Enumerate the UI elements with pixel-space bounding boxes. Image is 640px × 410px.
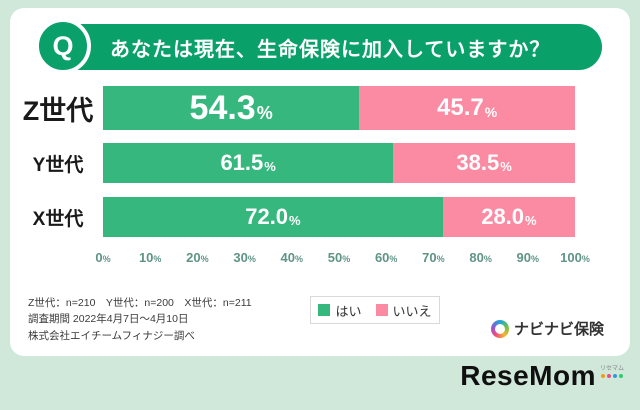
bar-segment-yes: 54.3% [103,86,360,130]
resemom-dots-icon [600,374,623,378]
bar-row-2: Y世代 61.5% 38.5% [20,143,575,183]
axis-tick: 50% [327,250,351,265]
resemom-logo-sub: リセマム [600,363,624,378]
legend-item-no: いいえ [375,301,432,320]
category-label: X世代 [32,208,84,230]
category-label: Y世代 [32,154,84,176]
footnote-source: 株式会社エイチームフィナジー調べ [28,329,195,342]
navinavi-logo: ナビナビ保険 [490,318,604,339]
survey-footnotes: Z世代：n=210 Y世代：n=200 X世代：n=211 調査期間 2022年… [28,295,252,344]
bar-row-1: Z世代 54.3% 45.7% [20,86,575,130]
axis-tick: 90% [516,250,540,265]
bar-segment-no: 38.5% [393,143,575,183]
legend-swatch-no [375,304,388,316]
bar-segment-no: 28.0% [442,197,575,237]
bar-track: 54.3% 45.7% [103,86,575,130]
category-label: Z世代 [22,95,94,126]
legend-item-yes: はい [318,301,362,320]
navinavi-ring-icon [490,319,509,338]
bar-segment-yes: 61.5% [103,143,394,183]
axis-tick: 20% [186,250,209,265]
bar-chart: Z世代 54.3% 45.7% Y世代 61.5% 38.5% X世代 72.0% 28.0% [20,86,575,251]
axis-tick: 60% [374,250,398,265]
legend-label-yes: はい [335,303,362,319]
bar-track: 72.0% 28.0% [103,197,575,237]
q-badge: Q [35,18,91,74]
bar-segment-yes: 72.0% [103,197,443,237]
legend: はい いいえ [310,296,440,324]
axis-tick: 40% [280,250,304,265]
axis-tick: 0% [95,250,111,265]
axis-tick: 10% [138,250,162,265]
bar-row-3: X世代 72.0% 28.0% [20,197,575,237]
resemom-logo: ReseMom リセマム [460,362,624,390]
footnote-sample-sizes: Z世代：n=210 Y世代：n=200 X世代：n=211 [28,297,252,309]
axis-tick: 70% [422,250,445,265]
legend-label-no: いいえ [392,303,432,319]
legend-swatch-yes [318,304,331,316]
chart-card: Q あなたは現在、生命保険に加入していますか？ Z世代 54.3% 45.7% Y世代… [10,8,630,356]
axis-tick: 30% [233,250,256,265]
question-title: あなたは現在、生命保険に加入していますか？ [110,38,551,61]
resemom-kana-label: リセマム [599,366,624,372]
navinavi-logo-text: ナビナビ保険 [513,321,604,338]
resemom-logo-text: ReseMom [460,360,596,391]
q-badge-label: Q [52,30,74,61]
bar-track: 61.5% 38.5% [103,143,575,183]
x-axis: 0% 10% 20% 30% 40% 50% 60% 70% 80% 90% 100% [95,250,589,268]
bar-segment-no: 45.7% [359,86,575,130]
footnote-survey-period: 調査期間 2022年4月7日〜4月10日 [28,313,189,326]
question-header: Q あなたは現在、生命保険に加入していますか？ [35,18,602,74]
axis-tick: 100% [560,250,590,265]
axis-tick: 80% [469,250,492,265]
